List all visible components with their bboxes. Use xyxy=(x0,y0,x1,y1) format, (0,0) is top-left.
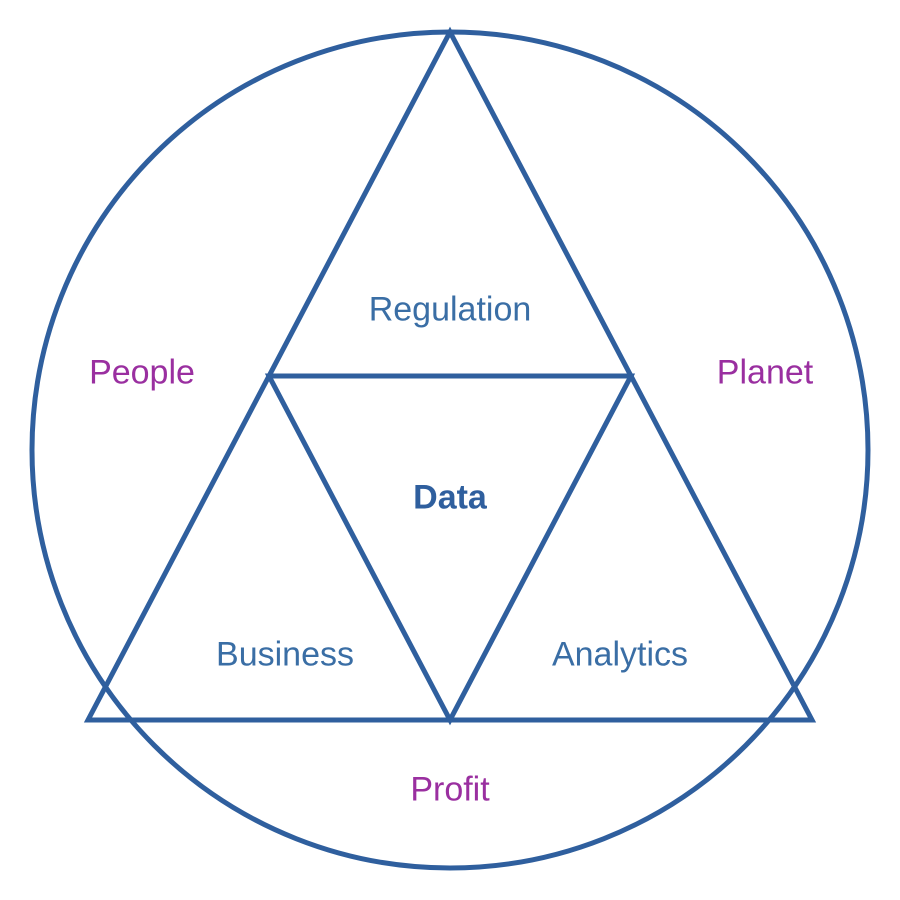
label-business: Business xyxy=(216,636,354,675)
diagram-svg xyxy=(0,0,900,900)
label-planet: Planet xyxy=(717,354,813,393)
label-analytics: Analytics xyxy=(552,636,688,675)
label-regulation: Regulation xyxy=(369,291,532,330)
diagram-container: Regulation Data Business Analytics Peopl… xyxy=(0,0,900,900)
outer-circle xyxy=(32,32,868,868)
label-profit: Profit xyxy=(410,771,489,810)
label-people: People xyxy=(89,354,195,393)
label-data: Data xyxy=(413,479,487,518)
